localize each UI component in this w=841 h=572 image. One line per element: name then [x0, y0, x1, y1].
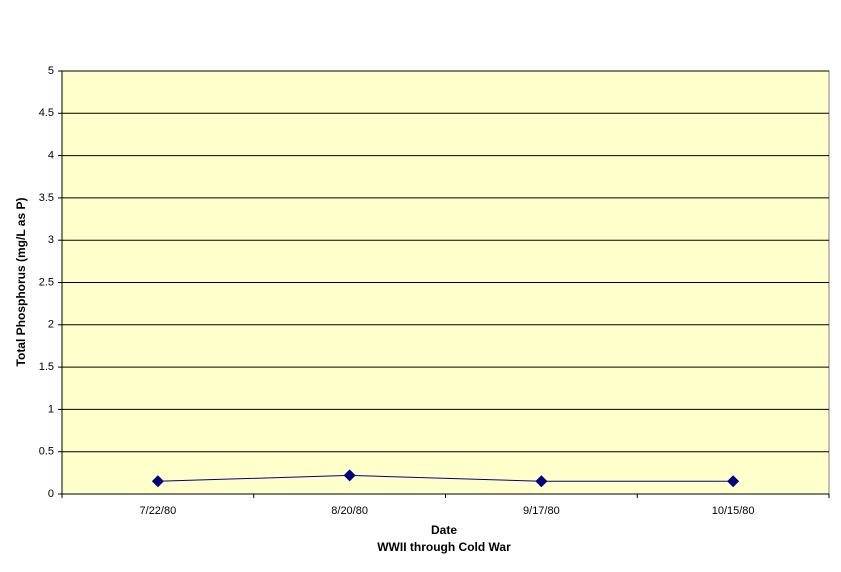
y-axis-title: Total Phosphorus (mg/L as P) [14, 198, 28, 367]
x-axis-title: Date [431, 523, 457, 537]
data-marker [343, 469, 356, 482]
y-tick-label: 0.5 [39, 446, 54, 458]
y-tick-label: 4 [48, 150, 54, 162]
y-tick-label: 3.5 [39, 192, 54, 204]
y-tick-label: 2.5 [39, 276, 54, 288]
y-tick-label: 1 [48, 403, 54, 415]
x-tick-label: 10/15/80 [712, 505, 755, 517]
y-tick-label: 3 [48, 234, 54, 246]
data-marker [535, 475, 548, 488]
x-tick-label: 9/17/80 [523, 505, 560, 517]
y-tick-label: 0 [48, 488, 54, 500]
y-tick-label: 2 [48, 319, 54, 331]
data-line [157, 474, 734, 482]
x-axis-subtitle: WWII through Cold War [377, 540, 511, 554]
x-tick-label: 7/22/80 [140, 505, 177, 517]
y-tick-label: 4.5 [39, 107, 54, 119]
data-marker [727, 475, 740, 488]
y-tick-label: 1.5 [39, 361, 54, 373]
data-marker [151, 475, 164, 488]
y-tick-label: 5 [48, 65, 54, 77]
x-tick-label: 8/20/80 [331, 505, 368, 517]
